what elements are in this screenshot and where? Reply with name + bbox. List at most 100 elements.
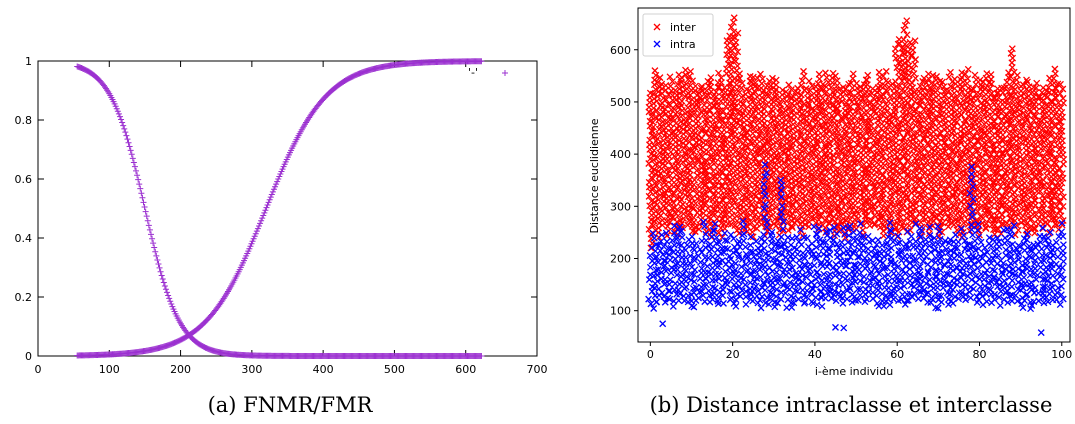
inter-point [736,70,744,78]
inter-point [694,98,702,106]
inter-point [900,36,908,43]
inter-point [654,153,662,161]
inter-point [702,199,710,207]
intra-point [715,270,723,278]
inter-point [695,206,703,214]
inter-point [661,175,669,183]
fmr-point [269,188,276,195]
inter-point [649,175,657,183]
inter-point [690,110,698,118]
fmr-point [272,183,279,190]
inter-point [905,222,913,229]
fmr-point [263,204,270,211]
left-plot-frame [37,60,538,357]
inter-point [661,147,669,155]
inter-point [885,97,892,105]
fmr-point [254,225,261,232]
fnmr-point [125,139,132,146]
inter-point [661,190,669,197]
intra-point [740,237,748,245]
fnmr-point [164,289,171,296]
inter-point [655,196,663,204]
inter-point [719,107,727,115]
intra-point [838,238,846,246]
left-legend-marker [502,70,508,76]
fmr-point [265,199,272,206]
inter-point [686,138,694,146]
inter-point [682,118,690,126]
inter-point [691,223,699,231]
inter-point [694,112,702,120]
inter-point [747,138,754,146]
inter-point [730,14,738,22]
inter-point [713,107,721,115]
fnmr-point [166,295,173,302]
inter-point [738,93,745,101]
inter-point [730,28,738,36]
fnmr-point [150,240,157,247]
fnmr-point [114,108,121,115]
inter-point [738,79,746,87]
inter-point [645,160,653,167]
intra-point [732,302,740,310]
intra-point [688,233,696,241]
inter-point [736,107,744,115]
left-y-tick-label: 0.2 [15,291,33,304]
inter-point [684,104,692,112]
left-y-tick-label: 0.6 [15,173,33,186]
inter-point [745,176,753,184]
fnmr-point [152,248,159,255]
fnmr-point [155,261,162,268]
inter-point [727,23,735,31]
intra-point [798,241,805,249]
fnmr-point [137,185,144,192]
fnmr-point [123,132,130,139]
inter-point [649,184,657,192]
inter-point [1013,71,1021,79]
inter-point [800,67,807,75]
inter-point [662,96,670,104]
inter-point [727,112,735,120]
left-legend: '-' [468,66,478,79]
fnmr-point [124,136,131,143]
inter-point [903,17,911,25]
inter-point [712,88,720,96]
inter-point [736,89,744,96]
inter-point [691,162,699,170]
intra-point [784,234,792,241]
inter-point [732,189,740,197]
fmr-point [275,176,282,183]
inter-point [821,69,829,77]
fnmr-point [122,129,129,136]
fnmr-point [147,231,154,238]
inter-point [740,198,748,206]
inter-point [983,70,991,78]
left-x-tick-label: 700 [527,363,548,376]
right-plot-frame [637,7,1071,343]
intra-point [885,277,893,285]
intra-point [782,271,790,279]
fnmr-point [119,119,126,126]
inter-point [732,114,740,122]
intra-point [665,287,673,295]
fmr-point [251,233,258,240]
inter-point [692,199,700,207]
fmr-point [253,228,260,235]
fnmr-point [146,226,153,233]
intra-point [863,295,870,303]
inter-point [731,34,739,42]
inter-point [720,126,728,134]
intra-point [777,233,785,241]
inter-point [695,183,703,191]
intra-point [666,287,674,295]
inter-point [651,161,659,169]
intra-point [799,249,807,257]
intra-point [818,302,826,310]
left-x-tick-label: 100 [99,363,120,376]
fmr-point [258,217,265,224]
inter-point [650,217,658,225]
fnmr-point [158,272,165,279]
inter-point [650,142,658,150]
inter-point [734,62,741,70]
